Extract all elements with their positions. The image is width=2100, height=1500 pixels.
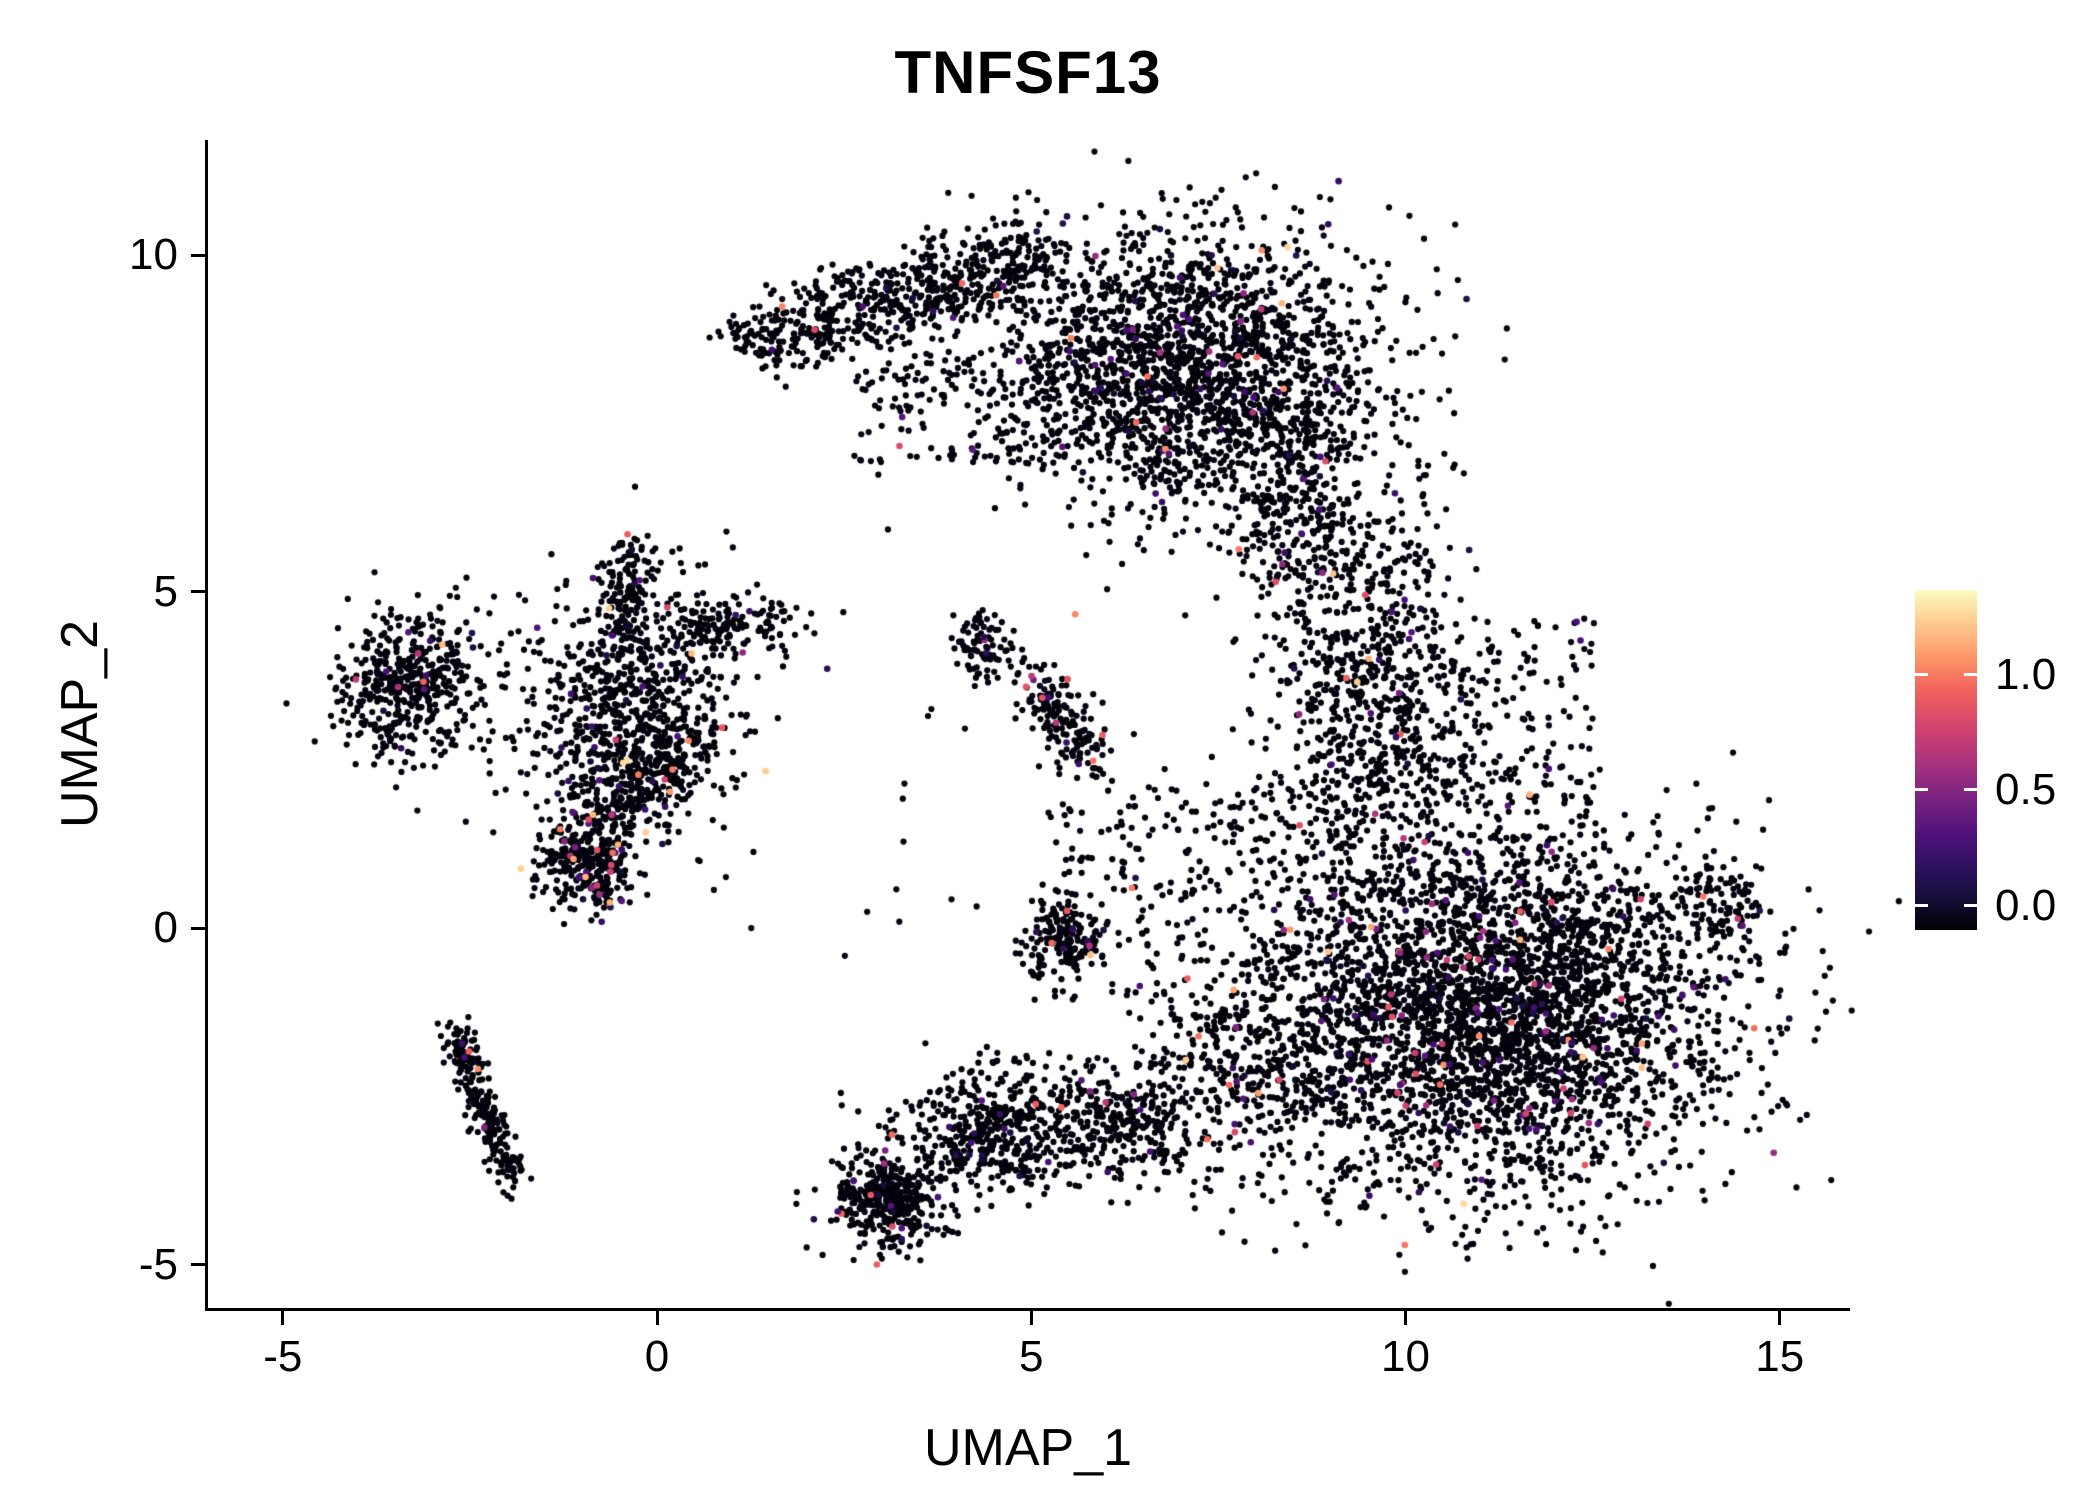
colorbar-label-1.0: 1.0 [1995, 650, 2057, 699]
colorbar-tick-1.0-left [1915, 673, 1928, 676]
plot-title: TNFSF13 [894, 39, 1162, 106]
y-tick-mark [191, 926, 205, 930]
x-tick-mark [1404, 1311, 1407, 1325]
colorbar-label-0.0: 0.0 [1995, 881, 2057, 930]
x-axis-title: UMAP_1 [923, 1419, 1133, 1477]
x-tick-label: 5 [1019, 1332, 1044, 1381]
y-tick-label: -5 [138, 1239, 178, 1289]
colorbar-tick-0.0-left [1915, 904, 1928, 907]
colorbar-tick-0.5-right [1964, 788, 1977, 791]
x-axis-line [205, 1308, 1850, 1311]
y-tick-label: 0 [153, 903, 178, 952]
colorbar-label-0.5: 0.5 [1995, 765, 2057, 814]
y-axis-line [205, 140, 208, 1310]
x-tick-label: -5 [263, 1332, 303, 1381]
colorbar-tick-0.0-right [1964, 904, 1977, 907]
x-tick-mark [1778, 1311, 1782, 1325]
y-axis-title: UMAP_2 [51, 619, 109, 829]
x-tick-mark [655, 1311, 659, 1325]
x-tick-mark [1029, 1311, 1033, 1325]
colorbar-gradient [1915, 590, 1977, 930]
x-tick-mark [281, 1311, 285, 1325]
y-tick-mark [191, 1263, 205, 1266]
colorbar-tick-1.0-right [1964, 673, 1977, 676]
y-tick-label: 5 [153, 566, 178, 616]
colorbar-tick-0.5-left [1915, 788, 1928, 791]
y-tick-mark [191, 590, 205, 593]
x-tick-label: 0 [644, 1332, 670, 1381]
y-tick-label: 10 [129, 230, 178, 279]
x-tick-label: 15 [1755, 1332, 1805, 1381]
y-tick-mark [191, 253, 205, 257]
x-tick-label: 10 [1381, 1332, 1430, 1381]
